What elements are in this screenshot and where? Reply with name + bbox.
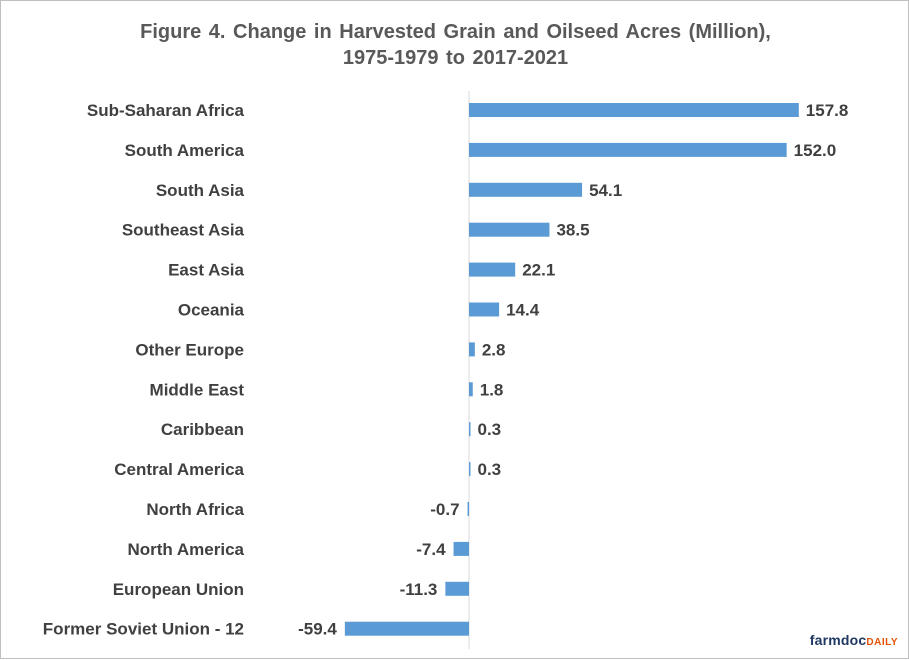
data-label: 14.4 xyxy=(506,301,540,320)
bar xyxy=(469,222,550,237)
bar xyxy=(469,182,583,197)
chart-subtitle: 1975-1979 to 2017-2021 xyxy=(342,47,569,69)
category-label: South America xyxy=(125,141,245,160)
data-label: -7.4 xyxy=(416,540,446,559)
category-label: Oceania xyxy=(178,301,245,320)
data-label: 157.8 xyxy=(806,101,849,120)
bar xyxy=(344,621,469,636)
category-label: European Union xyxy=(113,580,244,599)
chart-title-block: Figure 4. Change in Harvested Grain and … xyxy=(1,19,909,71)
bar xyxy=(469,342,475,357)
bar xyxy=(469,103,799,117)
category-label: North Africa xyxy=(146,500,244,519)
category-label: Middle East xyxy=(150,380,245,399)
data-label: 38.5 xyxy=(556,221,589,240)
data-label: -11.3 xyxy=(400,580,438,599)
category-label: North America xyxy=(127,540,244,559)
category-label: Sub-Saharan Africa xyxy=(87,101,245,120)
category-label: South Asia xyxy=(156,181,245,200)
bar xyxy=(469,462,471,477)
bar xyxy=(445,581,469,596)
bar xyxy=(469,302,500,317)
brand-logo: farmdocDAILY xyxy=(810,632,898,650)
data-label: -59.4 xyxy=(298,620,337,639)
data-label: 2.8 xyxy=(482,340,506,359)
data-label: 0.3 xyxy=(478,460,502,479)
data-label: 1.8 xyxy=(480,380,504,399)
chart-title: Figure 4. Change in Harvested Grain and … xyxy=(140,21,771,43)
bar xyxy=(469,422,471,437)
data-label: 22.1 xyxy=(522,261,555,280)
data-label: -0.7 xyxy=(430,500,459,519)
bar xyxy=(469,382,473,397)
data-label: 0.3 xyxy=(478,420,502,439)
bar xyxy=(469,262,516,277)
bar xyxy=(469,142,787,157)
category-label: Former Soviet Union - 12 xyxy=(43,620,244,639)
category-label: Caribbean xyxy=(161,420,244,439)
brand-suffix: DAILY xyxy=(866,637,898,648)
category-label: East Asia xyxy=(168,261,244,280)
data-label: 152.0 xyxy=(794,141,837,160)
bar xyxy=(467,502,470,516)
brand-name: farmdoc xyxy=(809,632,867,648)
category-label: Other Europe xyxy=(135,340,244,359)
category-label: Southeast Asia xyxy=(122,221,245,240)
category-label: Central America xyxy=(114,460,244,479)
bar xyxy=(453,541,469,556)
data-label: 54.1 xyxy=(589,181,622,200)
